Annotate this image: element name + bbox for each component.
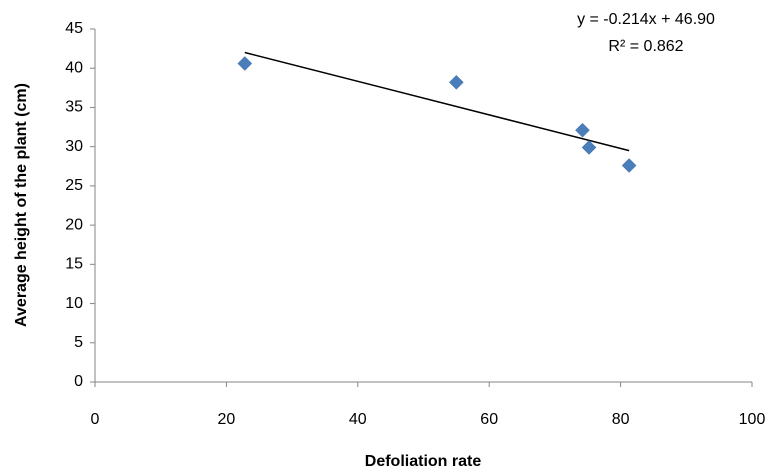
data-point <box>575 122 590 138</box>
data-point <box>448 74 464 90</box>
data-point <box>621 158 637 173</box>
trendline <box>244 51 630 152</box>
y-tick-label: 15 <box>65 256 83 273</box>
data-point <box>237 56 253 71</box>
x-tick-label: 80 <box>612 411 630 428</box>
y-tick-label: 0 <box>74 373 83 390</box>
trend-equation: y = -0.214x + 46.90 <box>577 11 715 28</box>
x-tick-label: 0 <box>91 411 100 428</box>
trend-r-squared: R² = 0.862 <box>608 38 683 55</box>
y-tick-label: 45 <box>65 20 83 37</box>
y-tick-label: 40 <box>65 59 83 76</box>
data-point <box>581 140 597 155</box>
y-axis-title: Average height of the plant (cm) <box>13 83 30 327</box>
x-tick-label: 40 <box>349 411 367 428</box>
y-tick-label: 10 <box>65 295 83 312</box>
y-tick-label: 35 <box>65 99 83 116</box>
y-tick-label: 25 <box>65 177 83 194</box>
y-tick-label: 20 <box>65 216 83 233</box>
x-tick-label: 20 <box>218 411 236 428</box>
x-tick-label: 60 <box>480 411 498 428</box>
x-axis-title: Defoliation rate <box>365 453 482 470</box>
x-tick-label: 100 <box>739 411 766 428</box>
y-tick-label: 30 <box>65 138 83 155</box>
y-tick-label: 5 <box>74 334 83 351</box>
